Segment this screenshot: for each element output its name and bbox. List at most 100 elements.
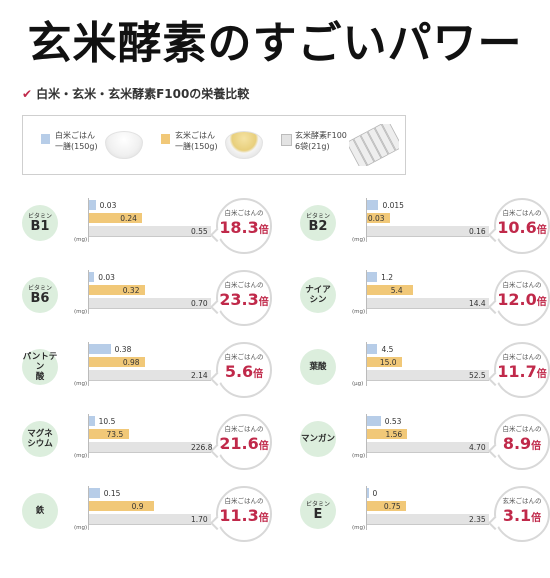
unit-label: (mg) <box>74 381 88 387</box>
ratio-suffix: 倍 <box>258 441 269 452</box>
nutrient-panel: ビタミン B1 0.03 0.24 0.55 (mg) 白米ごはんの 18.3倍 <box>22 198 282 290</box>
legend-swatch <box>281 134 292 146</box>
bar-brown-rice <box>367 357 402 367</box>
nutrient-panel: ビタミン B6 0.03 0.32 0.70 (mg) 白米ごはんの 23.3倍 <box>22 270 282 362</box>
ratio-number: 3.1 <box>502 506 532 525</box>
ratio-badge: 白米ごはんの 11.7倍 <box>494 342 550 398</box>
bar-axis <box>366 486 367 530</box>
ratio-number: 10.6 <box>497 218 537 237</box>
nutrient-name-line2: シン <box>309 295 327 305</box>
bar-value: 1.2 <box>381 273 394 282</box>
ratio-caption: 玄米ごはんの <box>502 497 542 505</box>
ratio-suffix: 倍 <box>536 225 547 236</box>
bar-value: 0.70 <box>191 299 208 308</box>
legend: 白米ごはん 一膳(150g) 玄米ごはん 一膳(150g) 玄米酵素F100 6袋(2… <box>22 115 406 175</box>
nutrient-label: ビタミン B2 <box>300 205 336 241</box>
nutrient-label: 葉酸 <box>300 349 336 385</box>
bar-value: 1.70 <box>191 515 208 524</box>
ratio-number: 8.9 <box>502 434 532 453</box>
nutrient-label: 鉄 <box>22 493 58 529</box>
bar-value: 0 <box>372 489 378 498</box>
bar-value: 0.75 <box>383 502 401 511</box>
ratio-number: 23.3 <box>219 290 259 309</box>
ratio-badge: 白米ごはんの 5.6倍 <box>216 342 272 398</box>
nutrient-prefix: ビタミン <box>27 284 52 292</box>
nutrient-panel: ビタミン B2 0.015 0.03 0.16 (mg) 白米ごはんの 10.6倍 <box>300 198 550 290</box>
bar-brown-rice <box>367 285 413 295</box>
bar-enzyme <box>89 226 211 237</box>
ratio-number: 11.7 <box>497 362 537 381</box>
nutrient-label: マンガン <box>300 421 336 457</box>
bar-brown-rice <box>367 429 408 439</box>
check-icon: ✔ <box>22 87 33 101</box>
bar-enzyme <box>367 442 489 453</box>
ratio-value: 8.9倍 <box>496 433 548 458</box>
unit-label: (mg) <box>74 237 88 243</box>
ratio-caption: 白米ごはんの <box>224 281 264 289</box>
bar-white-rice <box>89 416 95 426</box>
bar-value: 15.0 <box>379 358 397 367</box>
bar-white-rice <box>367 200 379 210</box>
bar-white-rice <box>367 488 369 498</box>
bar-enzyme <box>89 514 211 525</box>
unit-label: (mg) <box>74 525 88 531</box>
bar-value: 2.35 <box>469 515 486 524</box>
ratio-suffix: 倍 <box>258 225 269 236</box>
nutrient-panel: ナイア シン 1.2 5.4 14.4 (mg) 白米ごはんの 12.0倍 <box>300 270 550 362</box>
nutrient-name: ナイア <box>305 285 331 295</box>
ratio-number: 21.6 <box>219 434 259 453</box>
subtitle: ✔ 白米・玄米・玄米酵素F100の栄養比較 <box>22 85 249 102</box>
bar-enzyme <box>89 442 211 453</box>
bar-axis <box>88 198 89 242</box>
nutrient-name-line2: シウム <box>27 439 53 449</box>
ratio-badge: 白米ごはんの 23.3倍 <box>216 270 272 326</box>
ratio-caption: 白米ごはんの <box>502 281 542 289</box>
ratio-caption: 白米ごはんの <box>502 353 542 361</box>
bar-enzyme <box>89 298 211 309</box>
ratio-number: 12.0 <box>497 290 537 309</box>
brown-rice-bowl-icon <box>225 131 263 159</box>
bar-axis <box>88 342 89 386</box>
bar-value: 0.53 <box>384 417 402 426</box>
bar-axis <box>366 198 367 242</box>
bar-value: 0.55 <box>191 227 208 236</box>
nutrient-label: ビタミン E <box>300 493 336 529</box>
unit-label: (mg) <box>352 453 366 459</box>
bar-white-rice <box>89 200 96 210</box>
ratio-value: 5.6倍 <box>218 361 270 386</box>
ratio-value: 12.0倍 <box>496 289 548 314</box>
bar-brown-rice <box>89 357 145 367</box>
nutrient-name: 葉酸 <box>309 362 327 372</box>
ratio-badge: 白米ごはんの 8.9倍 <box>494 414 550 470</box>
bar-value: 0.015 <box>382 201 404 210</box>
white-rice-bowl-icon <box>105 131 143 159</box>
nutrient-panel: ビタミン E 0 0.75 2.35 (mg) 玄米ごはんの 3.1倍 <box>300 486 550 578</box>
ratio-suffix: 倍 <box>253 369 264 380</box>
ratio-caption: 白米ごはんの <box>224 209 264 217</box>
bar-value: 0.32 <box>122 286 140 295</box>
legend-text: 白米ごはん 一膳(150g) <box>55 131 98 151</box>
bar-value: 73.5 <box>106 430 124 439</box>
ratio-badge: 白米ごはんの 18.3倍 <box>216 198 272 254</box>
bar-white-rice <box>89 344 111 354</box>
bar-enzyme <box>367 370 489 381</box>
unit-label: (mg) <box>74 309 88 315</box>
ratio-suffix: 倍 <box>258 297 269 308</box>
ratio-value: 21.6倍 <box>218 433 270 458</box>
bar-enzyme <box>367 514 489 525</box>
bar-white-rice <box>367 416 381 426</box>
nutrient-panel: 葉酸 4.5 15.0 52.5 (μg) 白米ごはんの 11.7倍 <box>300 342 550 434</box>
ratio-suffix: 倍 <box>536 369 547 380</box>
bar-value: 1.56 <box>385 430 403 439</box>
bar-value: 4.5 <box>381 345 394 354</box>
ratio-value: 11.7倍 <box>496 361 548 386</box>
ratio-number: 5.6 <box>224 362 254 381</box>
ratio-suffix: 倍 <box>531 513 542 524</box>
bar-brown-rice <box>89 501 154 511</box>
ratio-caption: 白米ごはんの <box>502 209 542 217</box>
ratio-value: 23.3倍 <box>218 289 270 314</box>
nutrient-prefix: ビタミン <box>27 212 52 220</box>
nutrient-panel: 鉄 0.15 0.9 1.70 (mg) 白米ごはんの 11.3倍 <box>22 486 282 578</box>
nutrient-name: マンガン <box>300 434 335 444</box>
bar-enzyme <box>367 298 489 309</box>
